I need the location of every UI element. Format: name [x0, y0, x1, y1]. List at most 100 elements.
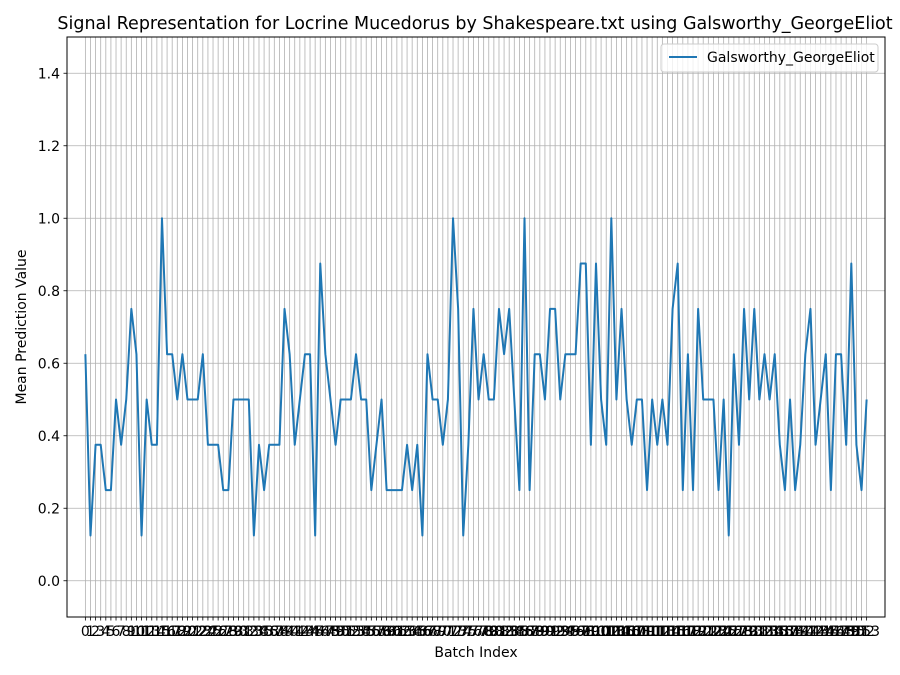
x-tick-label: 86	[516, 624, 534, 640]
x-tick-label: 30	[230, 624, 248, 640]
x-tick-label: 1	[86, 624, 95, 640]
x-tick-label: 33	[245, 624, 263, 640]
x-tick-label: 20	[179, 624, 197, 640]
legend-box	[660, 43, 879, 73]
x-tick-label: 126	[715, 624, 742, 640]
x-tick-label: 117	[669, 624, 696, 640]
x-tick-label: 70	[434, 624, 452, 640]
x-tick-label: 115	[659, 624, 686, 640]
x-tick-label: 28	[219, 624, 237, 640]
y-tick-label: 0.4	[38, 429, 60, 445]
x-tick-label: 85	[510, 624, 528, 640]
x-tick-label: 39	[276, 624, 294, 640]
x-tick-label: 0	[81, 624, 90, 640]
x-tick-label: 113	[649, 624, 676, 640]
x-gridlines	[84, 37, 868, 617]
x-tick-label: 121	[690, 624, 717, 640]
x-tick-label: 5	[106, 624, 115, 640]
x-tick-label: 108	[623, 624, 650, 640]
x-tick-label: 142	[797, 624, 824, 640]
x-tick-label: 65	[408, 624, 426, 640]
x-tick-label: 11	[133, 624, 151, 640]
x-tick-label: 29	[225, 624, 243, 640]
x-tick-label: 62	[393, 624, 411, 640]
x-tick-label: 129	[731, 624, 758, 640]
x-tick-label: 4	[101, 624, 110, 640]
x-tick-label: 48	[322, 624, 340, 640]
x-tick-label: 94	[556, 624, 574, 640]
x-tick-label: 123	[700, 624, 727, 640]
x-tick-label: 67	[419, 624, 437, 640]
x-tick-label: 21	[184, 624, 202, 640]
x-tick-label: 56	[362, 624, 380, 640]
y-tick-label: 1.2	[38, 139, 60, 155]
x-tick-label: 131	[741, 624, 768, 640]
x-tick-label: 57	[368, 624, 386, 640]
x-tick-label: 51	[337, 624, 355, 640]
x-tick-label: 42	[291, 624, 309, 640]
x-tick-label: 19	[173, 624, 191, 640]
x-tick-label: 36	[260, 624, 278, 640]
x-tick-label: 72	[444, 624, 462, 640]
x-tick-label: 2	[91, 624, 100, 640]
x-tick-label: 127	[720, 624, 747, 640]
x-tick-label: 40	[281, 624, 299, 640]
x-tick-label: 27	[214, 624, 232, 640]
x-tick-label: 61	[388, 624, 406, 640]
x-tick-label: 73	[449, 624, 467, 640]
x-tick-label: 74	[454, 624, 472, 640]
x-tick-label: 120	[685, 624, 712, 640]
x-tick-label: 76	[465, 624, 483, 640]
x-tick-label: 92	[546, 624, 564, 640]
x-tick-label: 110	[634, 624, 661, 640]
x-tick-label: 24	[199, 624, 217, 640]
x-tick-label: 145	[812, 624, 839, 640]
x-tick-label: 135	[761, 624, 788, 640]
x-tick-label: 3	[96, 624, 105, 640]
x-tick-label: 125	[710, 624, 737, 640]
x-tick-label: 7	[117, 624, 126, 640]
x-tick-label: 31	[235, 624, 253, 640]
x-tick-label: 103	[598, 624, 625, 640]
x-tick-label: 10	[128, 624, 146, 640]
x-tick-label: 130	[736, 624, 763, 640]
x-tick-label: 23	[194, 624, 212, 640]
x-tick-label: 138	[777, 624, 804, 640]
x-tick-label: 52	[342, 624, 360, 640]
x-tick-label: 128	[726, 624, 753, 640]
x-tick-label: 50	[332, 624, 350, 640]
x-tick-label: 47	[316, 624, 334, 640]
y-tick-label: 0.0	[38, 574, 60, 590]
x-tick-label: 8	[122, 624, 131, 640]
x-tick-label: 14	[148, 624, 166, 640]
x-tick-label: 66	[413, 624, 431, 640]
x-tick-label: 99	[582, 624, 600, 640]
x-tick-label: 114	[654, 624, 681, 640]
x-tick-label: 68	[424, 624, 442, 640]
x-tick-label: 118	[675, 624, 702, 640]
x-tick-label: 54	[352, 624, 370, 640]
x-tick-label: 91	[541, 624, 559, 640]
x-tick-label: 78	[475, 624, 493, 640]
x-tick-label: 116	[664, 624, 691, 640]
x-tick-label: 60	[383, 624, 401, 640]
x-tick-label: 17	[163, 624, 181, 640]
x-tick-label: 34	[250, 624, 268, 640]
legend: Galsworthy_GeorgeEliot	[660, 43, 879, 73]
x-tick-label: 16	[158, 624, 176, 640]
x-tick-label: 22	[189, 624, 207, 640]
x-tick-label: 147	[823, 624, 850, 640]
x-axis-ticks: 0123456789101112131415161718192021222324…	[81, 617, 880, 640]
x-tick-label: 90	[536, 624, 554, 640]
x-tick-label: 141	[792, 624, 819, 640]
x-tick-label: 12	[138, 624, 156, 640]
x-tick-label: 122	[695, 624, 722, 640]
x-tick-label: 106	[613, 624, 640, 640]
x-tick-label: 146	[818, 624, 845, 640]
x-tick-label: 32	[240, 624, 258, 640]
x-tick-label: 101	[588, 624, 615, 640]
y-tick-label: 1.4	[38, 66, 60, 82]
x-tick-label: 124	[705, 624, 732, 640]
x-tick-label: 37	[265, 624, 283, 640]
x-tick-label: 119	[680, 624, 707, 640]
